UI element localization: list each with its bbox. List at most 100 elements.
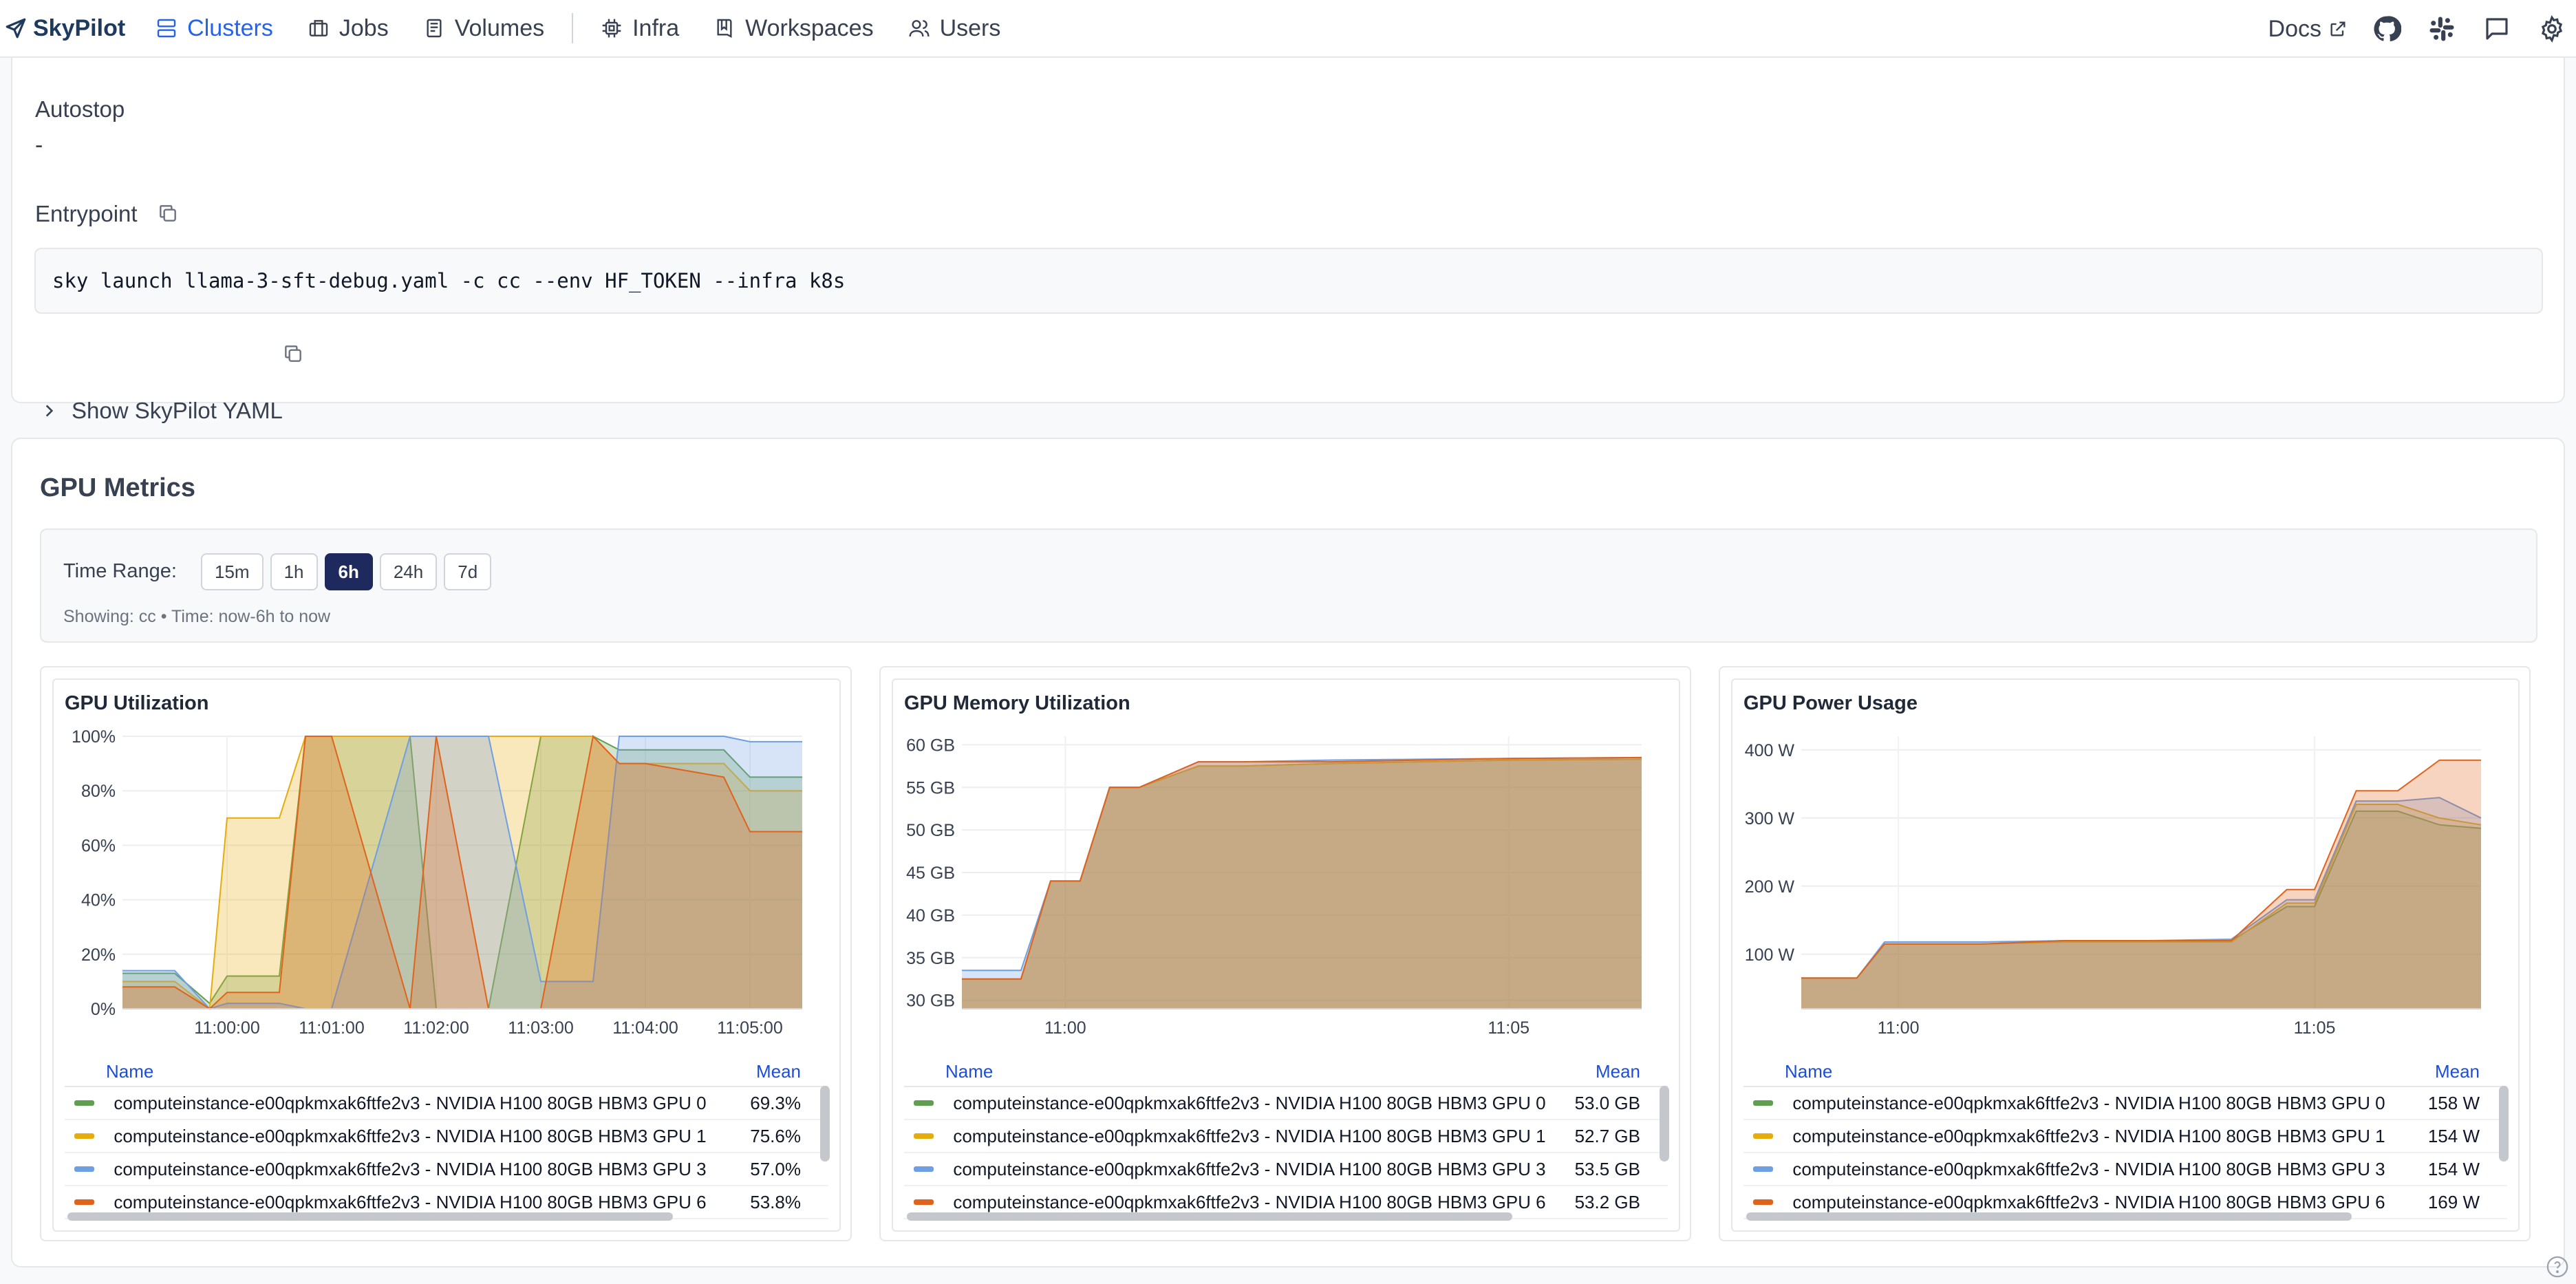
legend-row[interactable]: computeinstance-e00qpkmxak6ftfe2v3 - NVI… (65, 1153, 828, 1186)
legend-swatch (1753, 1166, 1774, 1172)
y-tick-label: 35 GB (906, 949, 955, 968)
nav-volumes-label: Volumes (454, 14, 545, 41)
series-area-3 (1801, 760, 2481, 1009)
legend-vertical-scrollbar[interactable] (2499, 1086, 2509, 1162)
legend-series-name: computeinstance-e00qpkmxak6ftfe2v3 - NVI… (953, 1158, 1546, 1179)
legend-name-header[interactable]: Name (106, 1060, 154, 1082)
feedback-button[interactable] (2482, 14, 2511, 43)
range-7d-button[interactable]: 7d (444, 553, 492, 590)
legend-row[interactable]: computeinstance-e00qpkmxak6ftfe2v3 - NVI… (65, 1087, 828, 1120)
legend-series-name: computeinstance-e00qpkmxak6ftfe2v3 - NVI… (1792, 1191, 2385, 1212)
gpu-metrics-card: GPU Metrics Time Range: 15m 1h 6h 24h 7d… (11, 438, 2565, 1267)
copy-entrypoint-icon[interactable] (157, 202, 179, 224)
paper-plane-icon (6, 18, 26, 39)
series-area-3 (962, 757, 1642, 1009)
nav-workspaces[interactable]: Workspaces (713, 15, 874, 42)
legend-series-name: computeinstance-e00qpkmxak6ftfe2v3 - NVI… (1792, 1158, 2385, 1179)
legend-mean-header[interactable]: Mean (1595, 1060, 1640, 1082)
legend-horizontal-scrollbar[interactable] (1746, 1212, 2352, 1221)
gpu-power-chart: GPU Power Usage 100 W 200 W 300 W 400 W 11:0… (1731, 678, 2520, 1232)
legend-name-header[interactable]: Name (945, 1060, 994, 1082)
settings-button[interactable] (2537, 14, 2566, 43)
legend-row[interactable]: computeinstance-e00qpkmxak6ftfe2v3 - NVI… (1743, 1087, 2507, 1120)
series-line-2 (1801, 797, 2482, 979)
legend-header: Name Mean (904, 1057, 1668, 1087)
legend-swatch (1753, 1100, 1774, 1106)
time-range-buttons: 15m 1h 6h 24h 7d (201, 553, 498, 590)
skypilot-logo[interactable]: SkyPilot (4, 15, 125, 42)
top-navigation-bar: SkyPilot Clusters Jobs Volumes Infra Wor… (0, 0, 2576, 58)
show-yaml-toggle[interactable]: Show SkyPilot YAML (40, 398, 283, 424)
slack-button[interactable] (2427, 14, 2456, 43)
gpu-power-plot[interactable]: 100 W 200 W 300 W 400 W 11:00 11:05 (1732, 721, 2520, 1045)
y-tick-label: 30 GB (906, 992, 955, 1011)
legend-horizontal-scrollbar[interactable] (907, 1212, 1512, 1221)
nav-infra[interactable]: Infra (601, 15, 679, 42)
gpu-utilization-chart: GPU Utilization 0% 20% 40% 60% 80% 100% 11:00:… (52, 678, 841, 1232)
chart-title: GPU Power Usage (1743, 692, 1918, 714)
legend-name-header[interactable]: Name (1785, 1060, 1833, 1082)
nav-jobs[interactable]: Jobs (308, 15, 389, 42)
x-tick-label: 11:03:00 (508, 1018, 573, 1038)
gpu-power-panel: GPU Power Usage 100 W 200 W 300 W 400 W 11:0… (1719, 666, 2531, 1241)
github-icon (2374, 16, 2401, 42)
infra-icon (602, 19, 621, 38)
gpu-memory-panel: GPU Memory Utilization 30 GB 35 GB 40 GB 45… (879, 666, 1691, 1241)
series-area-1 (962, 759, 1642, 1009)
nav-users[interactable]: Users (908, 14, 1001, 42)
gpu-utilization-legend: Name Mean computeinstance-e00qpkmxak6ftfe2… (65, 1057, 828, 1219)
nav-clusters-label: Clusters (187, 14, 273, 41)
legend-vertical-scrollbar[interactable] (1660, 1086, 1669, 1162)
docs-link[interactable]: Docs (2268, 16, 2348, 43)
legend-series-name: computeinstance-e00qpkmxak6ftfe2v3 - NVI… (953, 1125, 1546, 1146)
nav-jobs-label: Jobs (339, 14, 389, 41)
legend-series-mean: 53.2 GB (1574, 1191, 1640, 1212)
legend-row[interactable]: computeinstance-e00qpkmxak6ftfe2v3 - NVI… (1743, 1186, 2507, 1219)
range-24h-button[interactable]: 24h (379, 553, 438, 590)
series-area-2 (962, 757, 1642, 1009)
legend-series-name: computeinstance-e00qpkmxak6ftfe2v3 - NVI… (114, 1125, 707, 1146)
time-range-panel: Time Range: 15m 1h 6h 24h 7d Showing: cc… (40, 528, 2537, 643)
show-yaml-label: Show SkyPilot YAML (72, 398, 283, 423)
legend-row[interactable]: computeinstance-e00qpkmxak6ftfe2v3 - NVI… (904, 1087, 1668, 1120)
legend-mean-header[interactable]: Mean (755, 1060, 801, 1082)
range-1h-button[interactable]: 1h (270, 553, 318, 590)
y-tick-label: 40 GB (906, 906, 955, 925)
copy-yaml-icon[interactable] (282, 343, 304, 365)
gpu-utilization-plot[interactable]: 0% 20% 40% 60% 80% 100% 11:00:00 11:01:00 11:02:… (54, 721, 841, 1045)
gear-icon (2541, 15, 2563, 43)
nav-volumes[interactable]: Volumes (423, 15, 544, 42)
legend-row[interactable]: computeinstance-e00qpkmxak6ftfe2v3 - NVI… (904, 1153, 1668, 1186)
legend-series-mean: 158 W (2427, 1092, 2480, 1113)
legend-row[interactable]: computeinstance-e00qpkmxak6ftfe2v3 - NVI… (65, 1120, 828, 1153)
nav-infra-label: Infra (632, 14, 680, 41)
legend-swatch (914, 1133, 934, 1139)
chart-title: GPU Utilization (65, 692, 209, 714)
legend-row[interactable]: computeinstance-e00qpkmxak6ftfe2v3 - NVI… (65, 1186, 828, 1219)
workspaces-icon (717, 19, 732, 38)
legend-vertical-scrollbar[interactable] (820, 1086, 830, 1162)
nav-users-label: Users (939, 14, 1001, 41)
y-tick-label: 60% (81, 836, 116, 855)
showing-info: Showing: cc • Time: now-6h to now (63, 607, 331, 626)
x-tick-label: 11:02:00 (403, 1018, 469, 1038)
legend-row[interactable]: computeinstance-e00qpkmxak6ftfe2v3 - NVI… (1743, 1120, 2507, 1153)
y-tick-label: 80% (81, 782, 116, 801)
legend-swatch (74, 1199, 95, 1205)
gpu-memory-plot[interactable]: 30 GB 35 GB 40 GB 45 GB 50 GB 55 GB 60 GB 11:00… (893, 721, 1680, 1045)
legend-swatch (74, 1133, 95, 1139)
y-tick-label: 40% (81, 891, 116, 910)
legend-row[interactable]: computeinstance-e00qpkmxak6ftfe2v3 - NVI… (904, 1120, 1668, 1153)
legend-horizontal-scrollbar[interactable] (67, 1212, 673, 1221)
entrypoint-command: sky launch llama-3-sft-debug.yaml -c cc … (52, 269, 846, 292)
github-button[interactable] (2372, 14, 2401, 43)
legend-row[interactable]: computeinstance-e00qpkmxak6ftfe2v3 - NVI… (1743, 1153, 2507, 1186)
legend-mean-header[interactable]: Mean (2434, 1060, 2480, 1082)
entrypoint-code-block: sky launch llama-3-sft-debug.yaml -c cc … (34, 248, 2543, 314)
nav-clusters[interactable]: Clusters (155, 15, 273, 42)
y-tick-label: 55 GB (906, 778, 955, 798)
range-15m-button[interactable]: 15m (201, 553, 264, 590)
range-6h-button[interactable]: 6h (324, 553, 373, 590)
series-line-3 (1801, 759, 2481, 979)
help-icon[interactable] (2546, 1255, 2569, 1278)
